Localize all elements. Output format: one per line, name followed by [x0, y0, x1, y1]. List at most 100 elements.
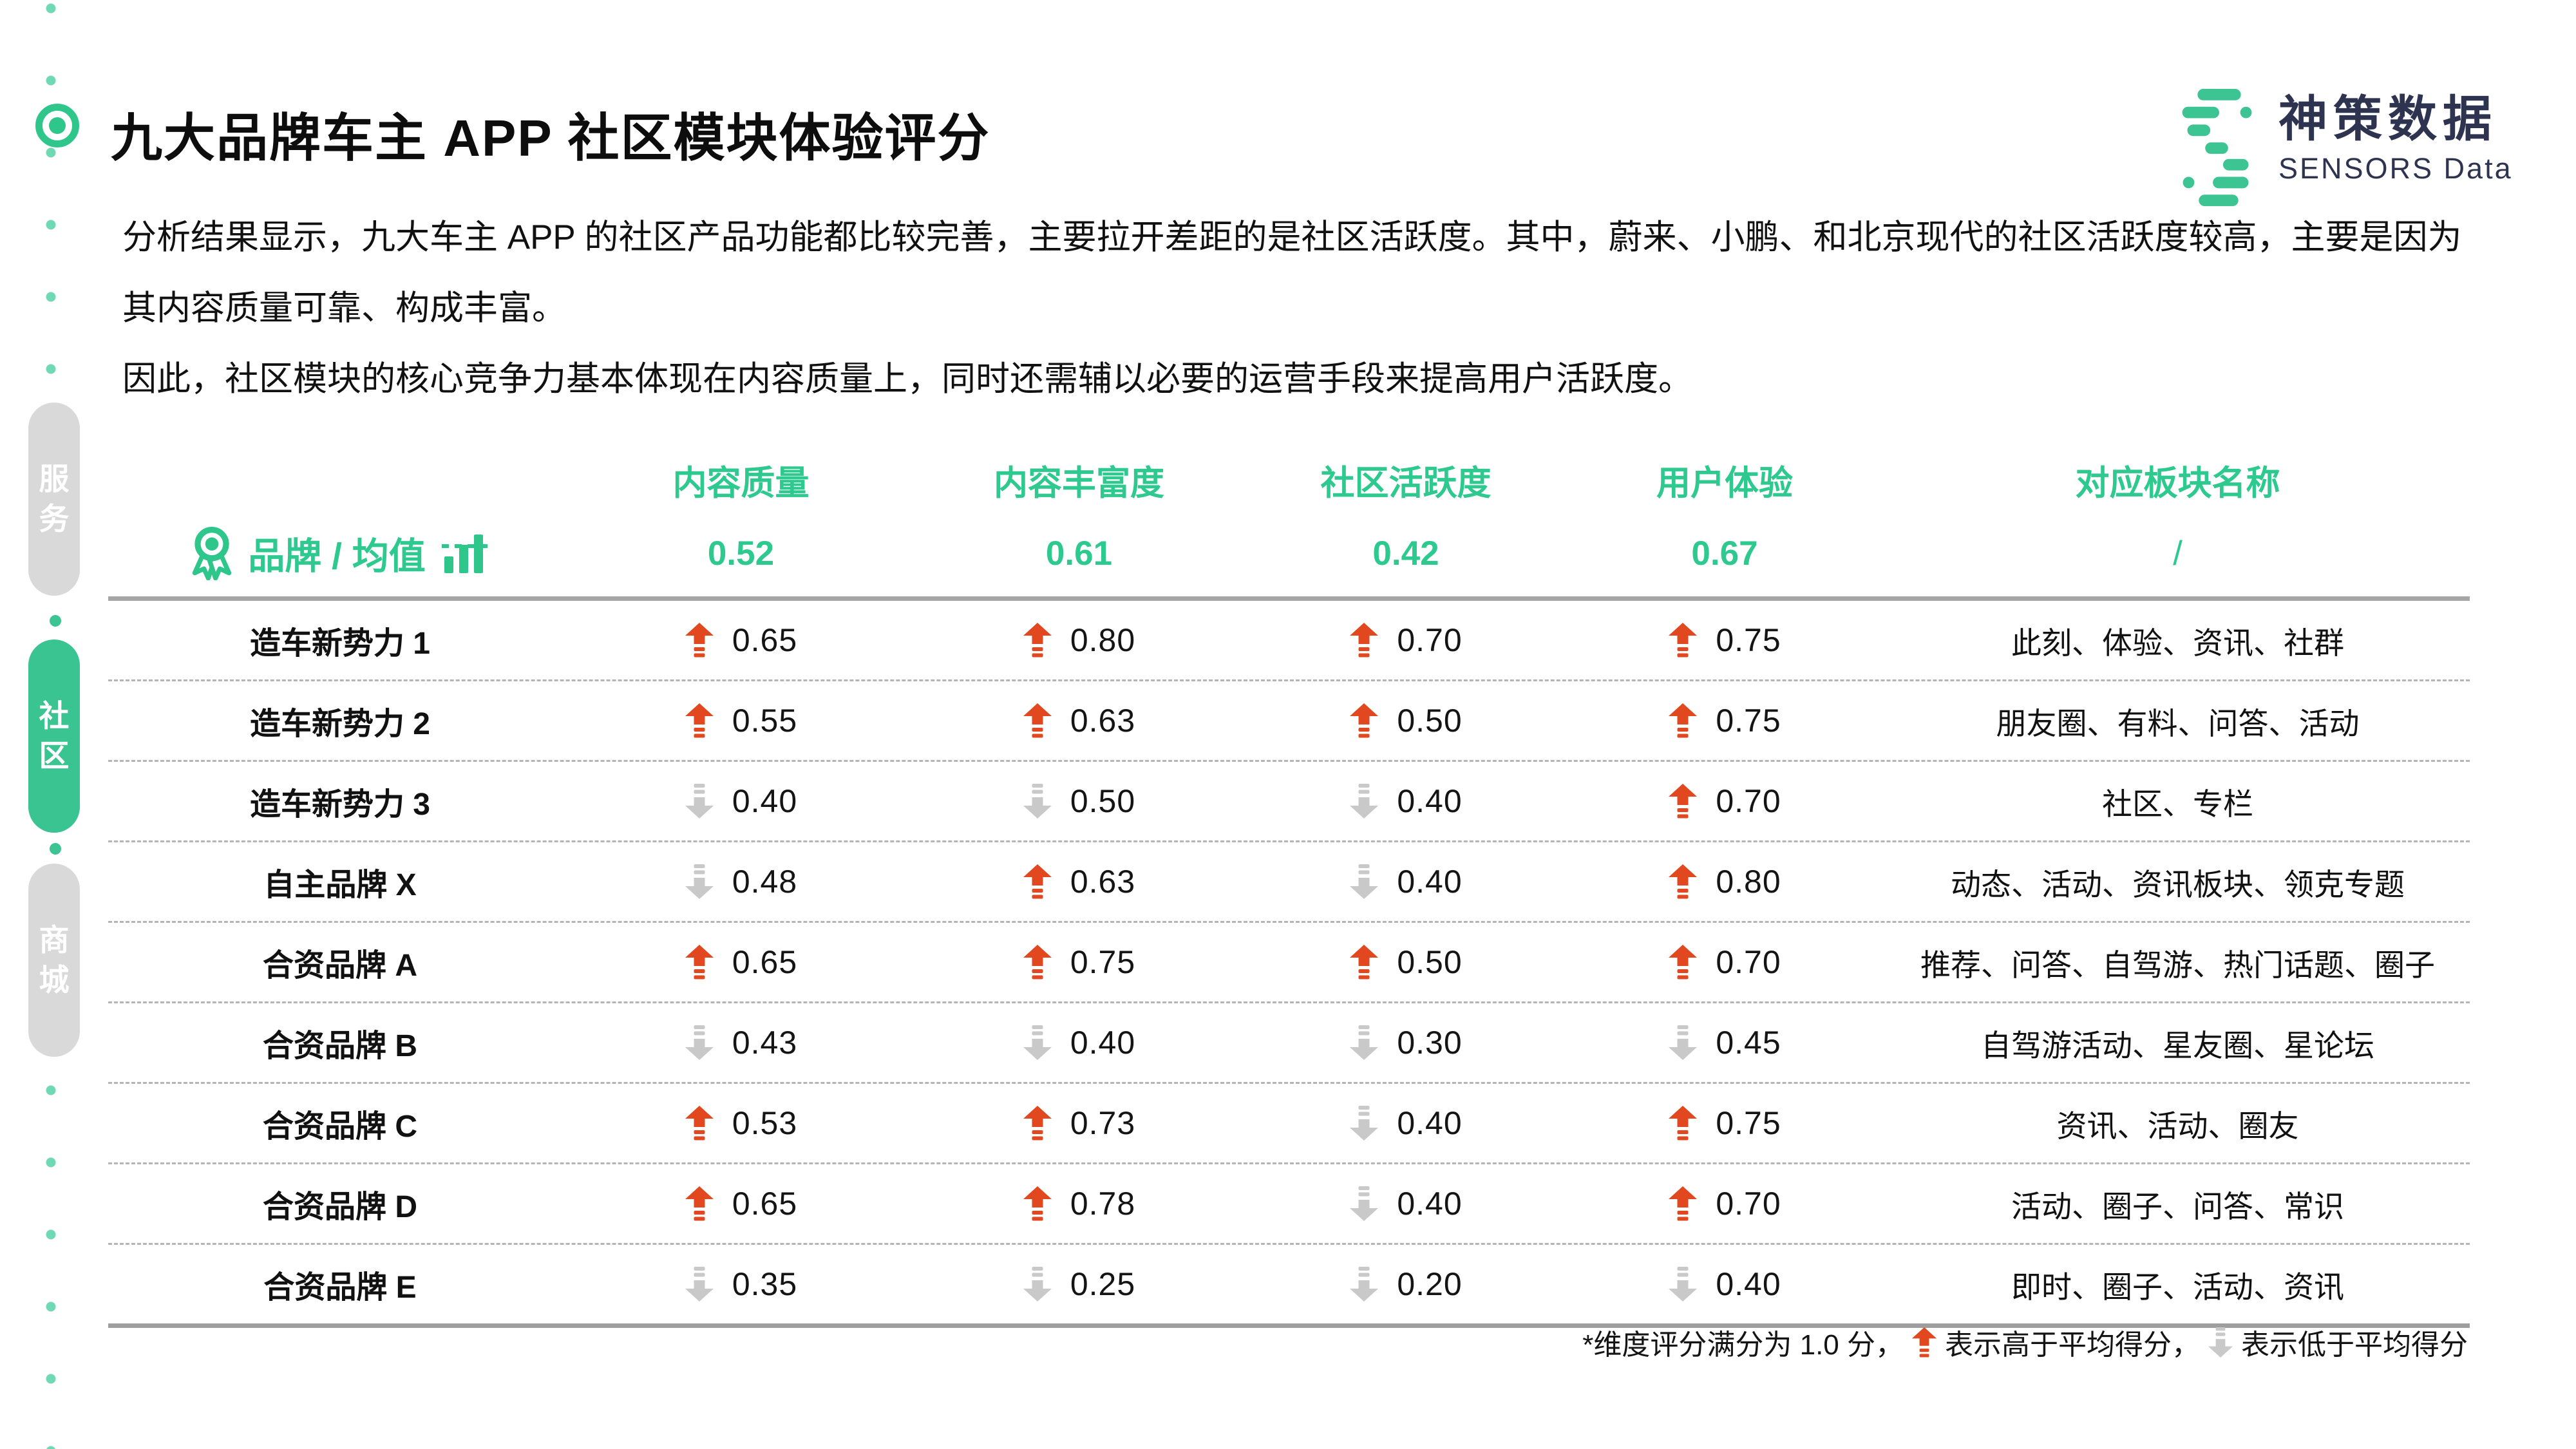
- score-cell: 0.30: [1248, 1024, 1564, 1061]
- score-value: 0.80: [1070, 622, 1136, 658]
- brand-name: 合资品牌 C: [262, 1110, 417, 1144]
- brand-name: 合资品牌 D: [262, 1190, 417, 1224]
- section-names: 资讯、活动、圈友: [2056, 1108, 2299, 1143]
- section-names: 此刻、体验、资讯、社群: [2011, 625, 2344, 660]
- score-value: 0.55: [732, 703, 798, 739]
- down-arrow-icon: [1350, 1025, 1379, 1060]
- score-value: 0.40: [1716, 1266, 1781, 1302]
- down-arrow-icon: [1350, 864, 1379, 899]
- up-arrow-icon: [1911, 1327, 1937, 1358]
- score-value: 0.70: [1716, 944, 1781, 980]
- column-header: 社区活跃度: [1320, 464, 1492, 502]
- score-cell: 0.43: [572, 1024, 910, 1061]
- score-cell: 0.75: [1564, 621, 1886, 659]
- score-value: 0.75: [1070, 944, 1136, 980]
- up-arrow-icon: [685, 1106, 714, 1141]
- score-cell: 0.50: [910, 782, 1248, 820]
- score-cell: 0.75: [1564, 702, 1886, 739]
- table-row: 造车新势力 1 0.65 0.80 0.70 0.75 此刻、体验、资讯、社群: [108, 601, 2470, 679]
- brand-name: 合资品牌 A: [262, 949, 417, 983]
- score-cell: 0.80: [1564, 863, 1886, 900]
- score-value: 0.40: [732, 783, 798, 819]
- up-arrow-icon: [685, 703, 714, 738]
- up-arrow-icon: [1669, 945, 1698, 980]
- score-cell: 0.63: [910, 702, 1248, 739]
- score-value: 0.50: [1397, 703, 1463, 739]
- score-cell: 0.80: [910, 621, 1248, 659]
- up-arrow-icon: [1669, 703, 1698, 738]
- score-value: 0.65: [732, 1186, 798, 1222]
- footnote: *维度评分满分为 1.0 分， 表示高于平均得分， 表示低于平均得分: [1582, 1321, 2468, 1363]
- average-value: 0.67: [1691, 534, 1758, 573]
- table-row: 合资品牌 B 0.43 0.40 0.30 0.45 自驾游活动、星友圈、星论坛: [108, 1001, 2470, 1082]
- score-value: 0.78: [1070, 1186, 1136, 1222]
- table-row: 合资品牌 A 0.65 0.75 0.50 0.70 推荐、问答、自驾游、热门话题…: [108, 921, 2470, 1001]
- table-row: 造车新势力 2 0.55 0.63 0.50 0.75 朋友圈、有料、问答、活动: [108, 679, 2470, 760]
- score-value: 0.48: [732, 864, 798, 900]
- brand-average-header: 品牌 / 均值: [248, 536, 426, 577]
- table-body: 造车新势力 1 0.65 0.80 0.70 0.75 此刻、体验、资讯、社群 造车…: [108, 601, 2470, 1328]
- down-arrow-icon: [1669, 1025, 1698, 1060]
- down-arrow-icon: [1350, 1267, 1379, 1302]
- medal-icon: [193, 527, 232, 580]
- sidebar-tab-community[interactable]: 社区: [28, 639, 80, 833]
- up-arrow-icon: [1669, 623, 1698, 658]
- footnote-up-meaning: 表示高于平均得分，: [1945, 1329, 2200, 1361]
- score-value: 0.50: [1070, 783, 1136, 819]
- up-arrow-icon: [1669, 1186, 1698, 1221]
- score-value: 0.75: [1716, 1105, 1781, 1141]
- score-cell: 0.55: [572, 702, 910, 739]
- sidebar-tab-label: 商城: [39, 923, 70, 997]
- up-arrow-icon: [1023, 1106, 1052, 1141]
- section-names: 朋友圈、有料、问答、活动: [1996, 706, 2360, 741]
- down-arrow-icon: [685, 784, 714, 819]
- up-arrow-icon: [1023, 623, 1052, 658]
- down-arrow-icon: [685, 1267, 714, 1302]
- score-cell: 0.20: [1248, 1265, 1564, 1303]
- section-names: 自驾游活动、星友圈、星论坛: [1981, 1028, 2374, 1063]
- tab-gap-dot: [50, 615, 61, 627]
- section-names: 即时、圈子、活动、资讯: [2011, 1269, 2344, 1304]
- score-value: 0.70: [1716, 783, 1781, 819]
- up-arrow-icon: [685, 623, 714, 658]
- score-cell: 0.70: [1564, 782, 1886, 820]
- up-arrow-icon: [685, 945, 714, 980]
- score-cell: 0.40: [1248, 863, 1564, 900]
- table-average-row: 品牌 / 均值 0.52 0.61 0.42 0.67 /: [108, 510, 2470, 601]
- intro-paragraph-1: 分析结果显示，九大车主 APP 的社区产品功能都比较完善，主要拉开差距的是社区活…: [122, 218, 2462, 327]
- score-value: 0.63: [1070, 864, 1136, 900]
- sidebar-tab-label: 社区: [39, 699, 70, 773]
- up-arrow-icon: [1023, 703, 1052, 738]
- score-cell: 0.40: [910, 1024, 1248, 1061]
- score-value: 0.45: [1716, 1025, 1781, 1061]
- score-cell: 0.50: [1248, 702, 1564, 739]
- score-cell: 0.25: [910, 1265, 1248, 1303]
- score-value: 0.73: [1070, 1105, 1136, 1141]
- score-value: 0.40: [1397, 1186, 1463, 1222]
- down-arrow-icon: [1023, 1025, 1052, 1060]
- score-cell: 0.65: [572, 943, 910, 981]
- score-cell: 0.70: [1564, 1185, 1886, 1222]
- sidebar-tab-service[interactable]: 服务: [28, 402, 80, 596]
- score-value: 0.70: [1716, 1186, 1781, 1222]
- score-value: 0.63: [1070, 703, 1136, 739]
- score-cell: 0.63: [910, 863, 1248, 900]
- brand-name: 自主品牌 X: [263, 868, 417, 902]
- column-header: 内容丰富度: [994, 464, 1164, 502]
- down-arrow-icon: [1350, 784, 1379, 819]
- score-value: 0.75: [1716, 622, 1781, 658]
- tab-gap-dot: [50, 843, 61, 855]
- section-names: 社区、专栏: [2102, 786, 2253, 821]
- down-arrow-icon: [1350, 1106, 1379, 1141]
- column-header: 用户体验: [1656, 464, 1793, 502]
- section-names: 推荐、问答、自驾游、热门话题、圈子: [1920, 947, 2435, 982]
- sidebar-tab-mall[interactable]: 商城: [28, 864, 80, 1057]
- logo-name-en: SENSORS Data: [2278, 152, 2513, 185]
- brand-name: 合资品牌 B: [262, 1029, 417, 1063]
- average-value: 0.42: [1372, 534, 1439, 573]
- footnote-prefix: *维度评分满分为 1.0 分，: [1582, 1329, 1904, 1361]
- brand-name: 造车新势力 2: [249, 707, 431, 741]
- score-cell: 0.40: [1248, 1104, 1564, 1142]
- bar-chart-icon: [441, 535, 488, 573]
